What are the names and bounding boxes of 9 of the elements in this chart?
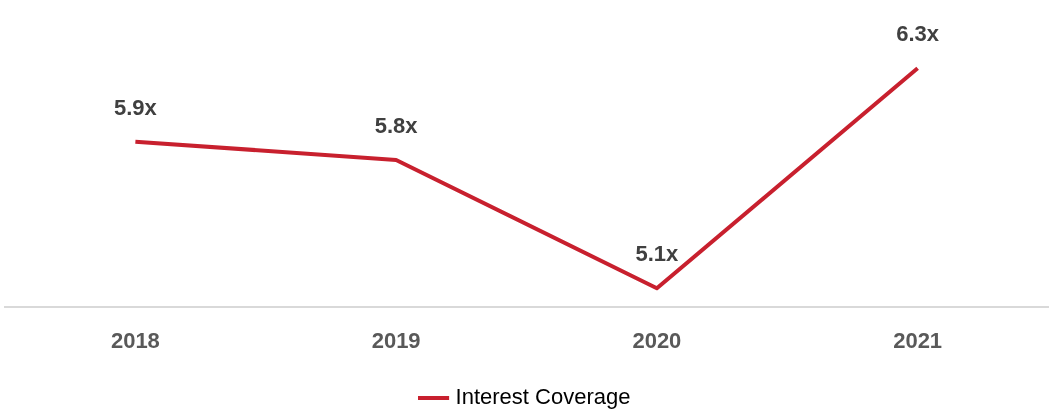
- x-tick-label: 2019: [371, 327, 421, 353]
- data-label: 5.1x: [635, 241, 680, 267]
- data-label: 5.9x: [113, 94, 158, 120]
- x-tick-label: 2020: [632, 327, 682, 353]
- legend-label: Interest Coverage: [455, 384, 631, 410]
- data-label: 5.8x: [374, 113, 419, 139]
- x-tick-label: 2018: [110, 327, 160, 353]
- x-tick-label: 2021: [893, 327, 943, 353]
- data-label: 6.3x: [896, 21, 940, 47]
